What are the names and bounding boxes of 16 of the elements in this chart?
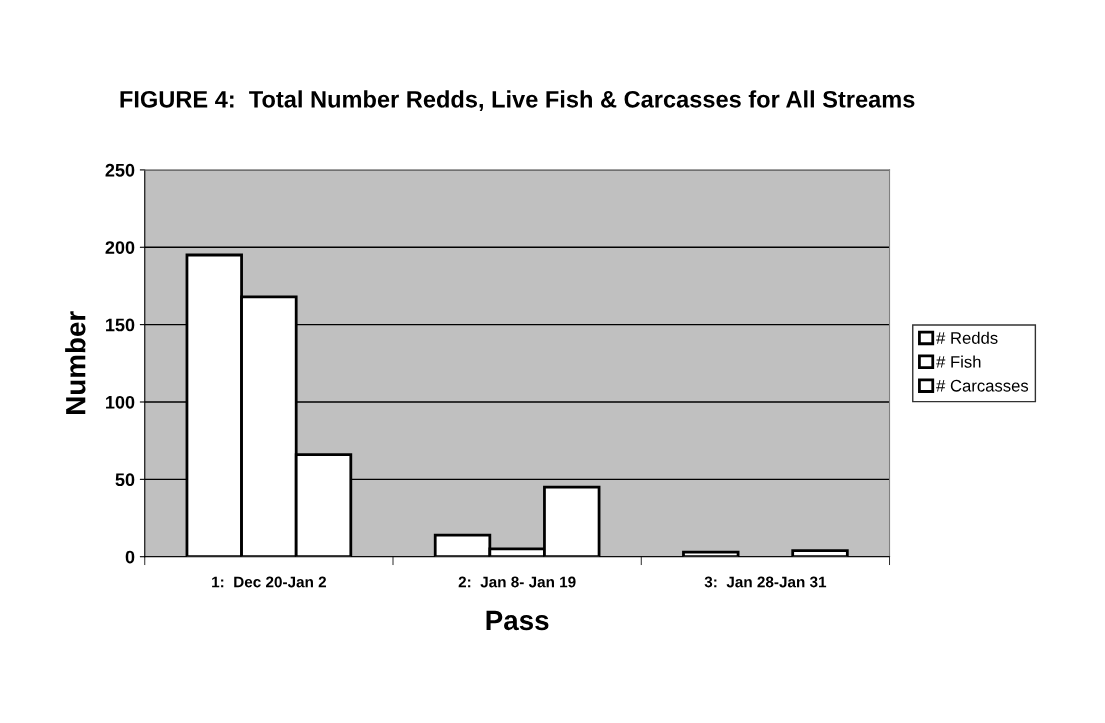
legend-label: # Carcasses: [936, 379, 1029, 392]
y-tick-label: 200: [105, 241, 135, 254]
x-tick-label: 2: Jan 8- Jan 19: [458, 576, 576, 588]
x-tick-label: 1: Dec 20-Jan 2: [212, 576, 327, 588]
y-tick-label: 150: [106, 318, 135, 332]
x-tick-label: 3: Jan 28-Jan 31: [704, 576, 827, 588]
y-tick-label: 100: [106, 395, 135, 409]
bar: [791, 549, 849, 557]
x-axis-title: Pass: [486, 610, 549, 631]
y-tick-label: 50: [115, 473, 135, 487]
chart-title: FIGURE 4: Total Number Redds, Live Fish & Carcasses for All Streams: [120, 90, 915, 112]
y-axis-title: Number: [65, 311, 86, 414]
y-tick-label: 0: [125, 550, 135, 564]
legend-label: # Redds: [936, 331, 998, 344]
y-tick-label: 250: [105, 163, 135, 177]
legend-label: # Fish: [936, 355, 981, 368]
